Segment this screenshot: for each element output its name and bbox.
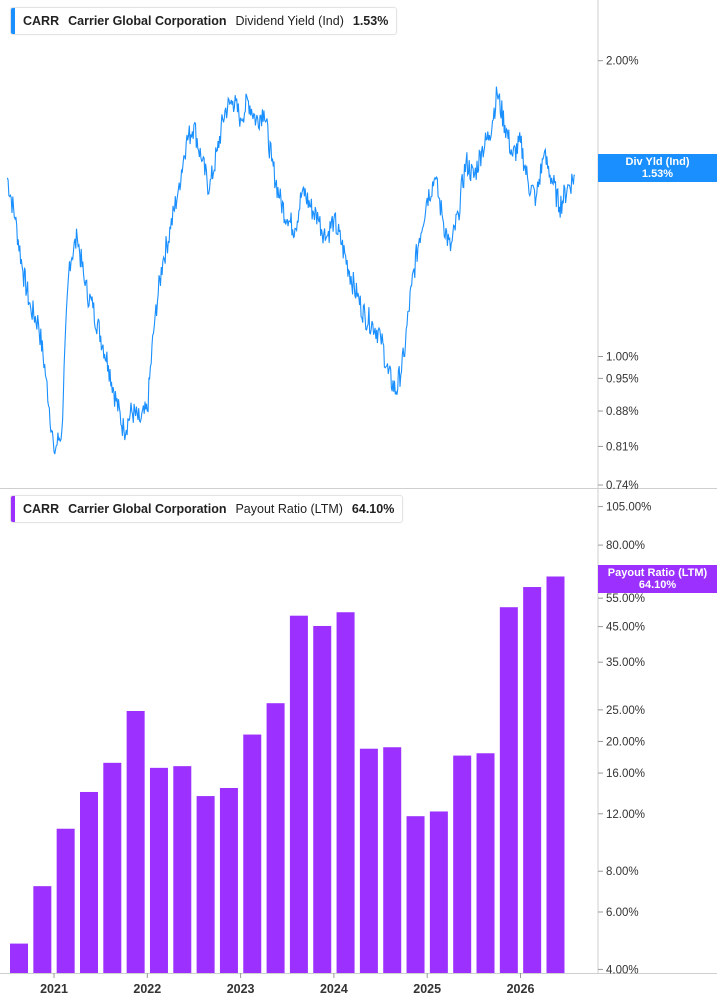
y-tick-label: 55.00% xyxy=(606,593,645,605)
y-tick-label: 0.74% xyxy=(606,480,639,492)
y-tick-label: 12.00% xyxy=(606,809,645,821)
tag-label: Div Yld (Ind) xyxy=(625,156,690,168)
payout-ratio-last-value-tag: Payout Ratio (LTM) 64.10% xyxy=(598,565,717,593)
payout-ratio-bar xyxy=(546,576,565,973)
legend-ticker: CARR xyxy=(23,14,60,28)
payout-ratio-bar xyxy=(289,615,308,973)
payout-ratio-bar xyxy=(126,710,145,973)
payout-ratio-bar xyxy=(523,587,542,973)
legend-ticker: CARR xyxy=(23,502,60,516)
payout-ratio-bar xyxy=(406,816,425,973)
y-tick-label: 20.00% xyxy=(606,736,645,748)
y-tick-label: 105.00% xyxy=(606,502,651,514)
dividend-yield-series-line xyxy=(6,86,576,455)
payout-ratio-bar xyxy=(266,703,285,973)
payout-ratio-swatch xyxy=(11,496,15,522)
y-tick-label: 80.00% xyxy=(606,540,645,552)
y-tick-label: 1.00% xyxy=(606,351,639,363)
payout-ratio-plot xyxy=(10,576,565,973)
payout-ratio-bar xyxy=(56,828,75,973)
payout-ratio-bar xyxy=(196,796,215,973)
dividend-yield-legend[interactable]: CARR Carrier Global Corporation Dividend… xyxy=(10,7,398,35)
x-tick-label: 2024 xyxy=(320,982,348,996)
payout-ratio-y-axis: 105.00% 80.00% 55.00% 45.00% 35.00% 25.00% 20.… xyxy=(598,502,651,976)
payout-ratio-bar xyxy=(243,734,262,973)
dividend-yield-swatch xyxy=(11,8,15,34)
dividend-yield-y-axis: 2.00% 1.00% 0.95% 0.88% 0.81% 0.74% xyxy=(598,56,639,492)
y-tick-label: 0.81% xyxy=(606,441,639,453)
payout-ratio-bar xyxy=(219,787,238,973)
y-tick-label: 45.00% xyxy=(606,622,645,634)
legend-company: Carrier Global Corporation xyxy=(68,502,227,516)
payout-ratio-legend[interactable]: CARR Carrier Global Corporation Payout R… xyxy=(10,495,404,523)
legend-value: 64.10% xyxy=(351,502,395,516)
x-tick-label: 2025 xyxy=(413,982,441,996)
x-tick-label: 2021 xyxy=(40,982,68,996)
y-tick-label: 6.00% xyxy=(606,907,639,919)
time-x-axis: 2021 2022 2023 2024 2025 2026 xyxy=(40,973,534,996)
dividend-yield-plot xyxy=(6,86,576,455)
dividend-yield-last-value-tag: Div Yld (Ind) 1.53% xyxy=(598,154,717,182)
payout-ratio-bar xyxy=(313,625,332,973)
payout-ratio-bar xyxy=(453,755,472,973)
payout-ratio-bar xyxy=(103,762,122,973)
tag-label: Payout Ratio (LTM) xyxy=(607,567,708,579)
payout-ratio-bar xyxy=(149,767,168,973)
y-tick-label: 4.00% xyxy=(606,964,639,976)
payout-ratio-bar xyxy=(336,612,355,973)
y-tick-label: 0.95% xyxy=(606,373,639,385)
y-tick-label: 16.00% xyxy=(606,768,645,780)
x-tick-label: 2026 xyxy=(507,982,535,996)
legend-metric: Payout Ratio (LTM) xyxy=(235,502,343,516)
payout-ratio-bar xyxy=(429,811,448,973)
legend-company: Carrier Global Corporation xyxy=(68,14,227,28)
payout-ratio-bar xyxy=(499,607,518,973)
y-tick-label: 2.00% xyxy=(606,56,639,68)
legend-metric: Dividend Yield (Ind) xyxy=(235,14,344,28)
payout-ratio-bar xyxy=(33,886,52,973)
payout-ratio-bar xyxy=(383,747,402,973)
payout-ratio-bar xyxy=(10,943,29,973)
payout-ratio-bar xyxy=(79,791,98,973)
tag-value: 1.53% xyxy=(641,168,674,180)
y-tick-label: 0.88% xyxy=(606,406,639,418)
legend-value: 1.53% xyxy=(352,14,389,28)
y-tick-label: 25.00% xyxy=(606,705,645,717)
tag-value: 64.10% xyxy=(638,579,677,591)
x-tick-label: 2023 xyxy=(227,982,255,996)
payout-ratio-bar xyxy=(359,748,378,973)
x-tick-label: 2022 xyxy=(133,982,161,996)
payout-ratio-bar xyxy=(476,753,495,973)
payout-ratio-bar xyxy=(173,766,192,973)
y-tick-label: 35.00% xyxy=(606,657,645,669)
y-tick-label: 8.00% xyxy=(606,866,639,878)
